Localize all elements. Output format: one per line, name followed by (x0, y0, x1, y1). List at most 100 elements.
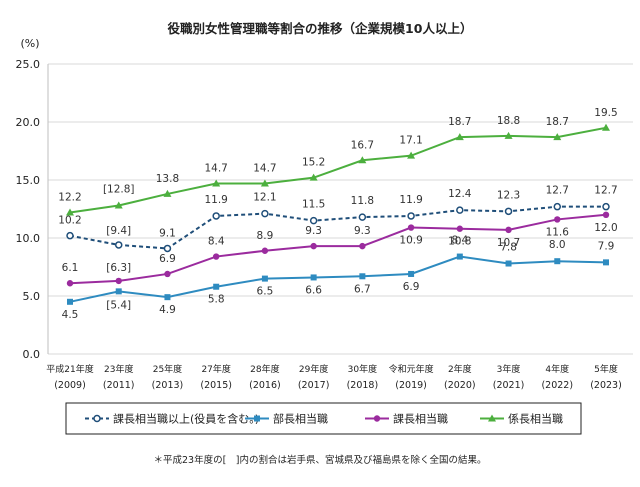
data-label: 12.7 (594, 185, 617, 197)
x-tick-year: (2021) (493, 380, 525, 391)
legend-label: 部長相当職 (273, 412, 328, 426)
data-point (602, 123, 610, 131)
legend-item: 課長相当職 (365, 412, 448, 426)
x-tick-label: 28年度 (250, 363, 279, 375)
data-label: 8.0 (549, 239, 566, 251)
data-point (358, 213, 367, 221)
series-line (69, 213, 607, 285)
data-point (408, 270, 415, 277)
data-label: 12.2 (58, 191, 81, 203)
series-2 (66, 211, 610, 287)
x-tick-year: (2016) (249, 380, 281, 391)
data-point (358, 156, 367, 164)
data-label: 10.2 (58, 215, 81, 227)
data-point (115, 288, 122, 295)
legend-label: 係長相当職 (508, 412, 563, 426)
y-tick-label: 0.0 (23, 348, 41, 361)
data-point (163, 244, 172, 253)
data-point (115, 277, 122, 285)
data-label: 19.5 (594, 107, 617, 119)
data-point (309, 216, 318, 225)
series-3 (66, 123, 610, 216)
data-point (505, 226, 512, 234)
data-label: 6.9 (159, 253, 176, 265)
data-point (66, 280, 74, 287)
data-point (261, 275, 268, 282)
data-point (213, 283, 220, 290)
x-tick-label: 4年度 (545, 363, 569, 375)
x-tick-label: 29年度 (299, 363, 328, 375)
data-label: 7.8 (500, 242, 517, 254)
legend-item: 係長相当職 (480, 412, 563, 426)
x-tick-year: (2022) (541, 380, 573, 391)
data-label: 11.6 (546, 226, 570, 238)
data-label: 8.4 (208, 236, 225, 248)
x-tick-year: (2023) (590, 380, 622, 391)
data-point (114, 201, 123, 209)
data-label: [6.3] (106, 262, 131, 274)
x-tick-year: (2019) (395, 380, 427, 391)
x-tick-year: (2009) (54, 380, 86, 391)
y-tick-label: 10.0 (16, 232, 41, 245)
data-point (67, 298, 73, 305)
data-label: 5.8 (208, 294, 225, 306)
x-tick-label: 27年度 (201, 363, 230, 375)
chart-title: 役職別女性管理職等割合の推移（企業規模10人以上） (168, 21, 473, 36)
x-tick-year: (2017) (298, 380, 330, 391)
data-label: 10.8 (448, 236, 471, 248)
data-label: 10.9 (399, 235, 422, 247)
data-label: [9.4] (106, 225, 131, 237)
data-point (114, 241, 123, 249)
x-tick-label: 平成21年度 (46, 363, 93, 375)
data-label: 12.7 (546, 185, 569, 197)
data-label: 14.7 (253, 162, 276, 174)
series-0 (66, 202, 610, 253)
data-label: 11.5 (302, 199, 325, 211)
x-tick-label: 2年度 (448, 363, 472, 375)
data-point (603, 259, 609, 266)
data-label: 18.7 (546, 116, 569, 128)
data-label: 9.1 (159, 227, 176, 239)
data-label: 6.9 (403, 281, 420, 293)
data-label: 8.4 (451, 235, 468, 247)
data-point (504, 131, 513, 139)
series-layer (66, 123, 610, 305)
data-point (602, 211, 610, 218)
data-point (93, 414, 101, 423)
data-label: 6.6 (305, 284, 322, 296)
data-label: 12.1 (253, 192, 276, 204)
data-point (66, 208, 74, 216)
series-1 (67, 253, 609, 305)
legend-label: 課長相当職以上(役員を含む。) (113, 412, 259, 426)
data-point (261, 209, 269, 218)
data-point (260, 179, 269, 187)
data-label: 4.5 (62, 309, 79, 321)
legend: 課長相当職以上(役員を含む。) 部長相当職 課長相当職 係長相当職 (65, 402, 582, 435)
x-tick-label: 3年度 (497, 363, 521, 375)
data-point (455, 133, 464, 141)
y-tick-label: 25.0 (16, 58, 41, 71)
data-label: 14.7 (204, 162, 227, 174)
data-point (553, 133, 562, 141)
series-line (69, 205, 606, 250)
data-label: 6.5 (257, 286, 274, 298)
data-label: 12.4 (448, 188, 472, 200)
data-label: 18.8 (497, 115, 520, 127)
data-label: 8.9 (257, 230, 274, 242)
x-tick-year: (2020) (444, 380, 476, 391)
data-label: 10.7 (497, 237, 520, 249)
y-axis-unit: (%) (20, 37, 39, 50)
data-label: [5.4] (106, 299, 131, 311)
data-point (504, 207, 513, 216)
axes: 0.0 5.0 10.0 15.0 20.0 25.0 平成21年度 (2009) 23年度 (2… (16, 58, 622, 391)
data-point (407, 212, 415, 220)
data-point (163, 189, 172, 197)
data-label: 11.9 (204, 194, 227, 206)
series-line (69, 126, 607, 214)
data-point (553, 202, 562, 211)
y-tick-label: 15.0 (16, 174, 41, 187)
data-label: 4.9 (159, 304, 176, 316)
data-point (407, 151, 416, 159)
